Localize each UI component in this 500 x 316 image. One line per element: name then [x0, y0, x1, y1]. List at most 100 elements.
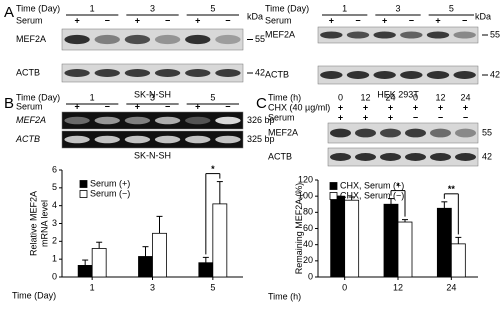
band: [124, 116, 151, 125]
y-tick-label: 0: [308, 271, 313, 281]
time-value: 3: [150, 92, 155, 102]
band: [185, 135, 211, 144]
legend-swatch: [329, 192, 338, 200]
band: [215, 34, 241, 45]
size-marker: 325 bp: [247, 134, 275, 144]
legend-label: CHX, Serum (+): [340, 180, 404, 190]
blot-strip: [61, 130, 244, 149]
band: [124, 135, 151, 144]
band: [330, 153, 351, 161]
time-value: 5: [210, 92, 215, 102]
bar: [397, 221, 413, 278]
band-label: ACTB: [15, 134, 40, 144]
size-marker: 42: [490, 69, 500, 79]
size-marker: 55: [490, 29, 500, 39]
band: [355, 128, 376, 138]
band: [154, 116, 181, 125]
condition-mark: +: [463, 102, 468, 112]
y-tick-label: 3: [52, 218, 57, 228]
band: [430, 153, 451, 161]
bar: [91, 248, 107, 278]
condition-mark: −: [225, 101, 230, 111]
blot-strip: [327, 147, 479, 167]
time-value: 1: [342, 3, 347, 13]
condition-mark: +: [338, 102, 343, 112]
x-tick-label: 0: [342, 282, 347, 292]
band: [124, 34, 151, 45]
size-marker: 326 bp: [247, 115, 275, 125]
size-marker: 55: [255, 34, 265, 44]
band-label: ACTB: [265, 69, 289, 79]
band: [330, 128, 351, 138]
y-tick-label: 0: [52, 271, 57, 281]
band: [426, 71, 450, 79]
significance: **: [448, 184, 456, 194]
cell-line: SK-N-SH: [134, 89, 171, 99]
size-marker: 42: [255, 67, 265, 77]
condition-mark: +: [363, 112, 368, 122]
band-label: MEF2A: [16, 115, 46, 125]
band: [64, 34, 90, 45]
band: [94, 69, 120, 77]
legend-swatch: [79, 190, 88, 198]
band: [154, 69, 181, 77]
significance: *: [396, 181, 400, 191]
condition-mark: +: [195, 15, 200, 25]
condition-mark: +: [363, 102, 368, 112]
band: [94, 34, 120, 45]
band-label: MEF2A: [265, 29, 295, 39]
panel-label: A: [4, 4, 14, 21]
band: [455, 153, 476, 161]
band: [453, 71, 476, 79]
x-tick-label: 1: [90, 282, 95, 292]
band: [405, 128, 426, 138]
condition-mark: −: [105, 101, 110, 111]
cell-line: SK-N-SH: [134, 150, 171, 160]
band: [64, 69, 90, 77]
time-value: 24: [460, 92, 470, 102]
x-tick-label: 12: [393, 282, 403, 292]
time-value: 0: [413, 92, 418, 102]
significance: *: [211, 164, 215, 174]
time-value: 5: [210, 3, 215, 13]
y-axis-label-line: mRNA level: [40, 200, 50, 247]
time-label: Time (Day): [265, 3, 309, 13]
band: [355, 153, 376, 161]
condition-mark: −: [165, 15, 170, 25]
bar: [330, 195, 346, 278]
condition-label: CHX (40 µg/ml): [268, 102, 330, 112]
condition-label: Serum: [16, 15, 43, 25]
condition-mark: +: [329, 15, 334, 25]
condition-label: Serum: [268, 112, 295, 122]
condition-mark: −: [462, 15, 467, 25]
y-tick-label: 100: [298, 191, 313, 201]
bar: [383, 203, 399, 278]
time-label: Time (h): [268, 92, 301, 102]
y-tick-label: 60: [303, 223, 313, 233]
x-tick-label: 3: [150, 282, 155, 292]
condition-mark: +: [338, 112, 343, 122]
unit-label: kDa: [475, 11, 491, 21]
bar: [450, 243, 466, 278]
band: [154, 34, 181, 45]
size-marker: 55: [482, 127, 492, 137]
bar: [344, 199, 360, 278]
condition-mark: +: [135, 15, 140, 25]
band: [185, 116, 211, 125]
condition-mark: −: [409, 15, 414, 25]
band-label: ACTB: [16, 67, 40, 77]
condition-mark: +: [413, 102, 418, 112]
condition-mark: −: [413, 112, 418, 122]
y-tick-label: 20: [303, 255, 313, 265]
y-tick-label: 80: [303, 207, 313, 217]
x-tick-label: 24: [446, 282, 456, 292]
condition-mark: +: [435, 15, 440, 25]
band: [94, 116, 120, 125]
unit-label: kDa: [247, 11, 263, 21]
condition-mark: +: [74, 15, 79, 25]
bar: [198, 262, 214, 278]
blot-strip: [61, 28, 244, 51]
time-value: 0: [338, 92, 343, 102]
condition-mark: +: [382, 15, 387, 25]
